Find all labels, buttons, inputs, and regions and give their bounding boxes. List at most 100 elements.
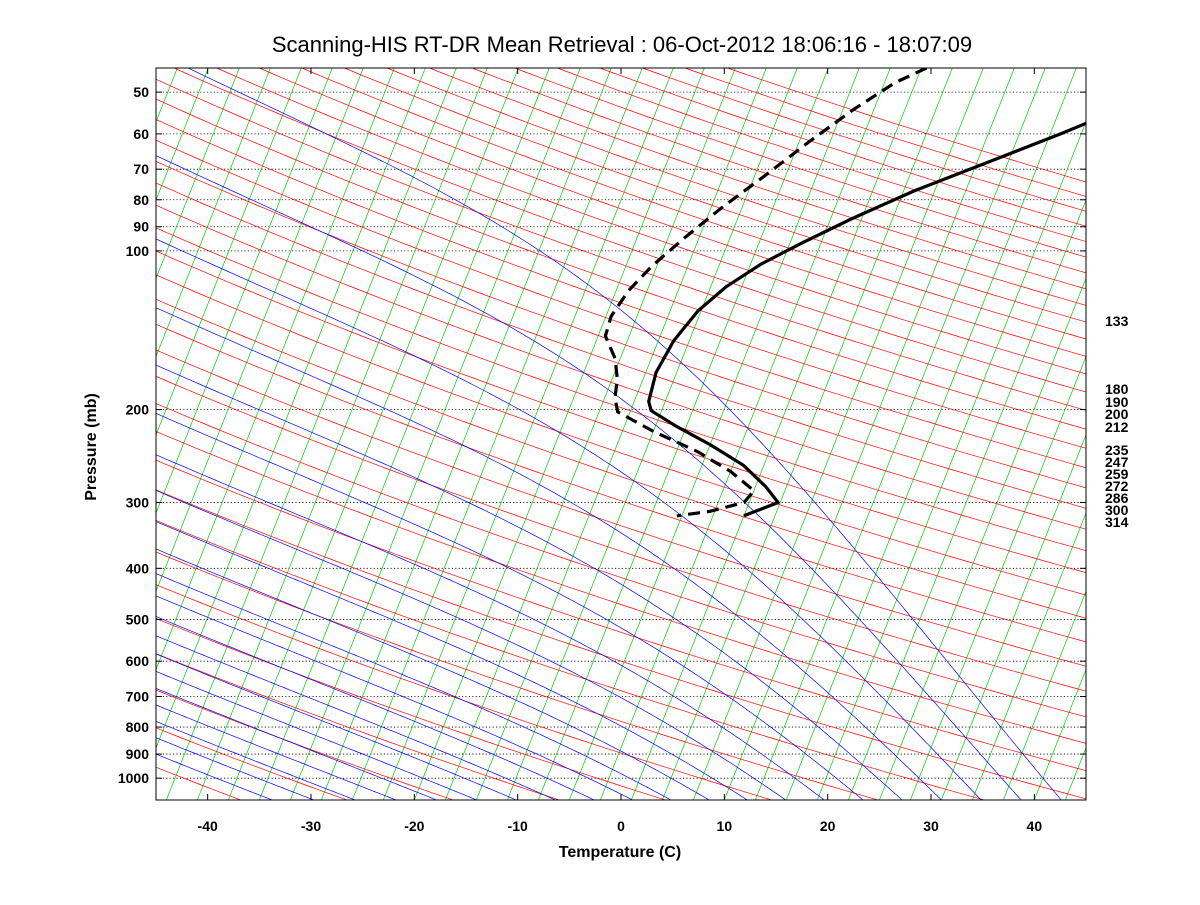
dry-adiabat (300, 68, 1086, 340)
x-tick-label: -30 (301, 818, 321, 834)
y-tick-label: 50 (133, 84, 149, 100)
height-label: 235 (1105, 442, 1129, 458)
y-tick-label: 900 (126, 746, 150, 762)
y-tick-label: 600 (126, 653, 150, 669)
moist-adiabat (156, 521, 749, 800)
y-tick-label: 500 (126, 611, 150, 627)
moist-adiabat (156, 616, 596, 800)
moist-adiabat (156, 671, 478, 800)
height-label: 200 (1105, 406, 1129, 422)
moist-adiabat (156, 364, 903, 800)
x-tick-label: 30 (923, 818, 939, 834)
height-label: 247 (1105, 454, 1129, 470)
y-axis-label: Pressure (mb) (83, 393, 100, 501)
isotherm-line (228, 68, 519, 800)
moist-adiabat (156, 573, 672, 800)
y-tick-label: 1000 (118, 770, 149, 786)
dry-adiabat (428, 68, 1086, 290)
dry-adiabat-lines (156, 68, 1086, 800)
isotherm-line (600, 68, 891, 800)
x-tick-label: -10 (508, 818, 528, 834)
y-tick-label: 90 (133, 219, 149, 235)
isotherm-line (817, 120, 1086, 800)
dry-adiabat (156, 431, 1086, 744)
dry-adiabat (258, 68, 1086, 357)
dry-adiabat (156, 618, 667, 800)
isotherm-line (879, 277, 1086, 800)
height-label: 286 (1105, 490, 1129, 506)
isotherm-line (848, 199, 1086, 800)
isotherm-line (383, 68, 674, 800)
dry-adiabat (215, 68, 1086, 375)
dry-adiabat (471, 68, 1086, 274)
dry-adiabat (156, 584, 773, 800)
sounding-series (603, 68, 1086, 518)
height-label: 180 (1105, 381, 1129, 397)
x-tick-label: -40 (198, 818, 218, 834)
dry-adiabat (641, 68, 1086, 212)
dry-adiabat (556, 68, 1086, 242)
isotherm-line (1034, 668, 1086, 800)
dry-adiabat (156, 182, 1086, 509)
dry-adiabat (726, 68, 1086, 183)
isotherm-line (259, 68, 550, 800)
isotherm-line (1127, 68, 1200, 800)
isotherm-line (0, 68, 53, 800)
dry-adiabat (156, 403, 1086, 718)
dry-adiabat (156, 459, 1086, 772)
dry-adiabat (156, 227, 1086, 552)
isotherm-line (755, 68, 1046, 800)
moist-adiabat (156, 753, 274, 800)
isotherm-line (290, 68, 581, 800)
dry-adiabat (156, 349, 1086, 667)
height-label: 212 (1105, 419, 1129, 435)
dry-adiabat (156, 653, 561, 800)
dry-adiabat (513, 68, 1086, 258)
dry-adiabat (156, 119, 1086, 449)
isotherm-line (156, 68, 364, 593)
isotherm-line (1003, 590, 1086, 800)
y-tick-label: 700 (126, 688, 150, 704)
dry-adiabat (386, 68, 1086, 306)
isotherm-line (0, 68, 146, 800)
moist-adiabat (156, 595, 634, 800)
dry-adiabat (343, 68, 1086, 323)
y-tick-label: 60 (133, 126, 149, 142)
isotherm-line (1158, 68, 1200, 800)
y-tick-label: 800 (126, 719, 150, 735)
isotherm-line (445, 68, 736, 800)
isotherm-line (538, 68, 829, 800)
height-label: 190 (1105, 394, 1129, 410)
isotherm-line (910, 355, 1086, 800)
moist-adiabat (156, 548, 710, 800)
height-label: 133 (1105, 313, 1129, 329)
isotherm-line (941, 433, 1086, 800)
y-tick-label: 300 (126, 494, 150, 510)
dry-adiabat (598, 68, 1086, 227)
height-label: 259 (1105, 466, 1129, 482)
isotherm-line (166, 68, 457, 800)
isotherm-line (156, 68, 209, 202)
isotherm-lines (0, 68, 1200, 800)
dry-adiabat (156, 139, 1086, 469)
y-tick-label: 100 (126, 243, 150, 259)
isotherm-line (662, 68, 953, 800)
y-tick-label: 70 (133, 161, 149, 177)
dry-adiabat (173, 68, 1086, 393)
moist-adiabat (156, 413, 864, 800)
moist-adiabat (187, 68, 1062, 800)
isotherm-line (972, 512, 1086, 800)
y-axis-ticks: 50 60 70 80 90 100 200 300 400 500 600 700 800 900 100… (118, 84, 1086, 786)
y-tick-label: 200 (126, 402, 150, 418)
moist-adiabat (156, 653, 518, 800)
temperature-profile-line (647, 121, 1086, 518)
isotherm-line (693, 68, 984, 800)
isotherm-line (156, 68, 333, 515)
isotherm-line (0, 68, 22, 800)
dry-adiabat (156, 375, 1086, 692)
chart-title: Scanning-HIS RT-DR Mean Retrieval : 06-O… (272, 32, 972, 57)
dry-adiabat (156, 551, 880, 800)
